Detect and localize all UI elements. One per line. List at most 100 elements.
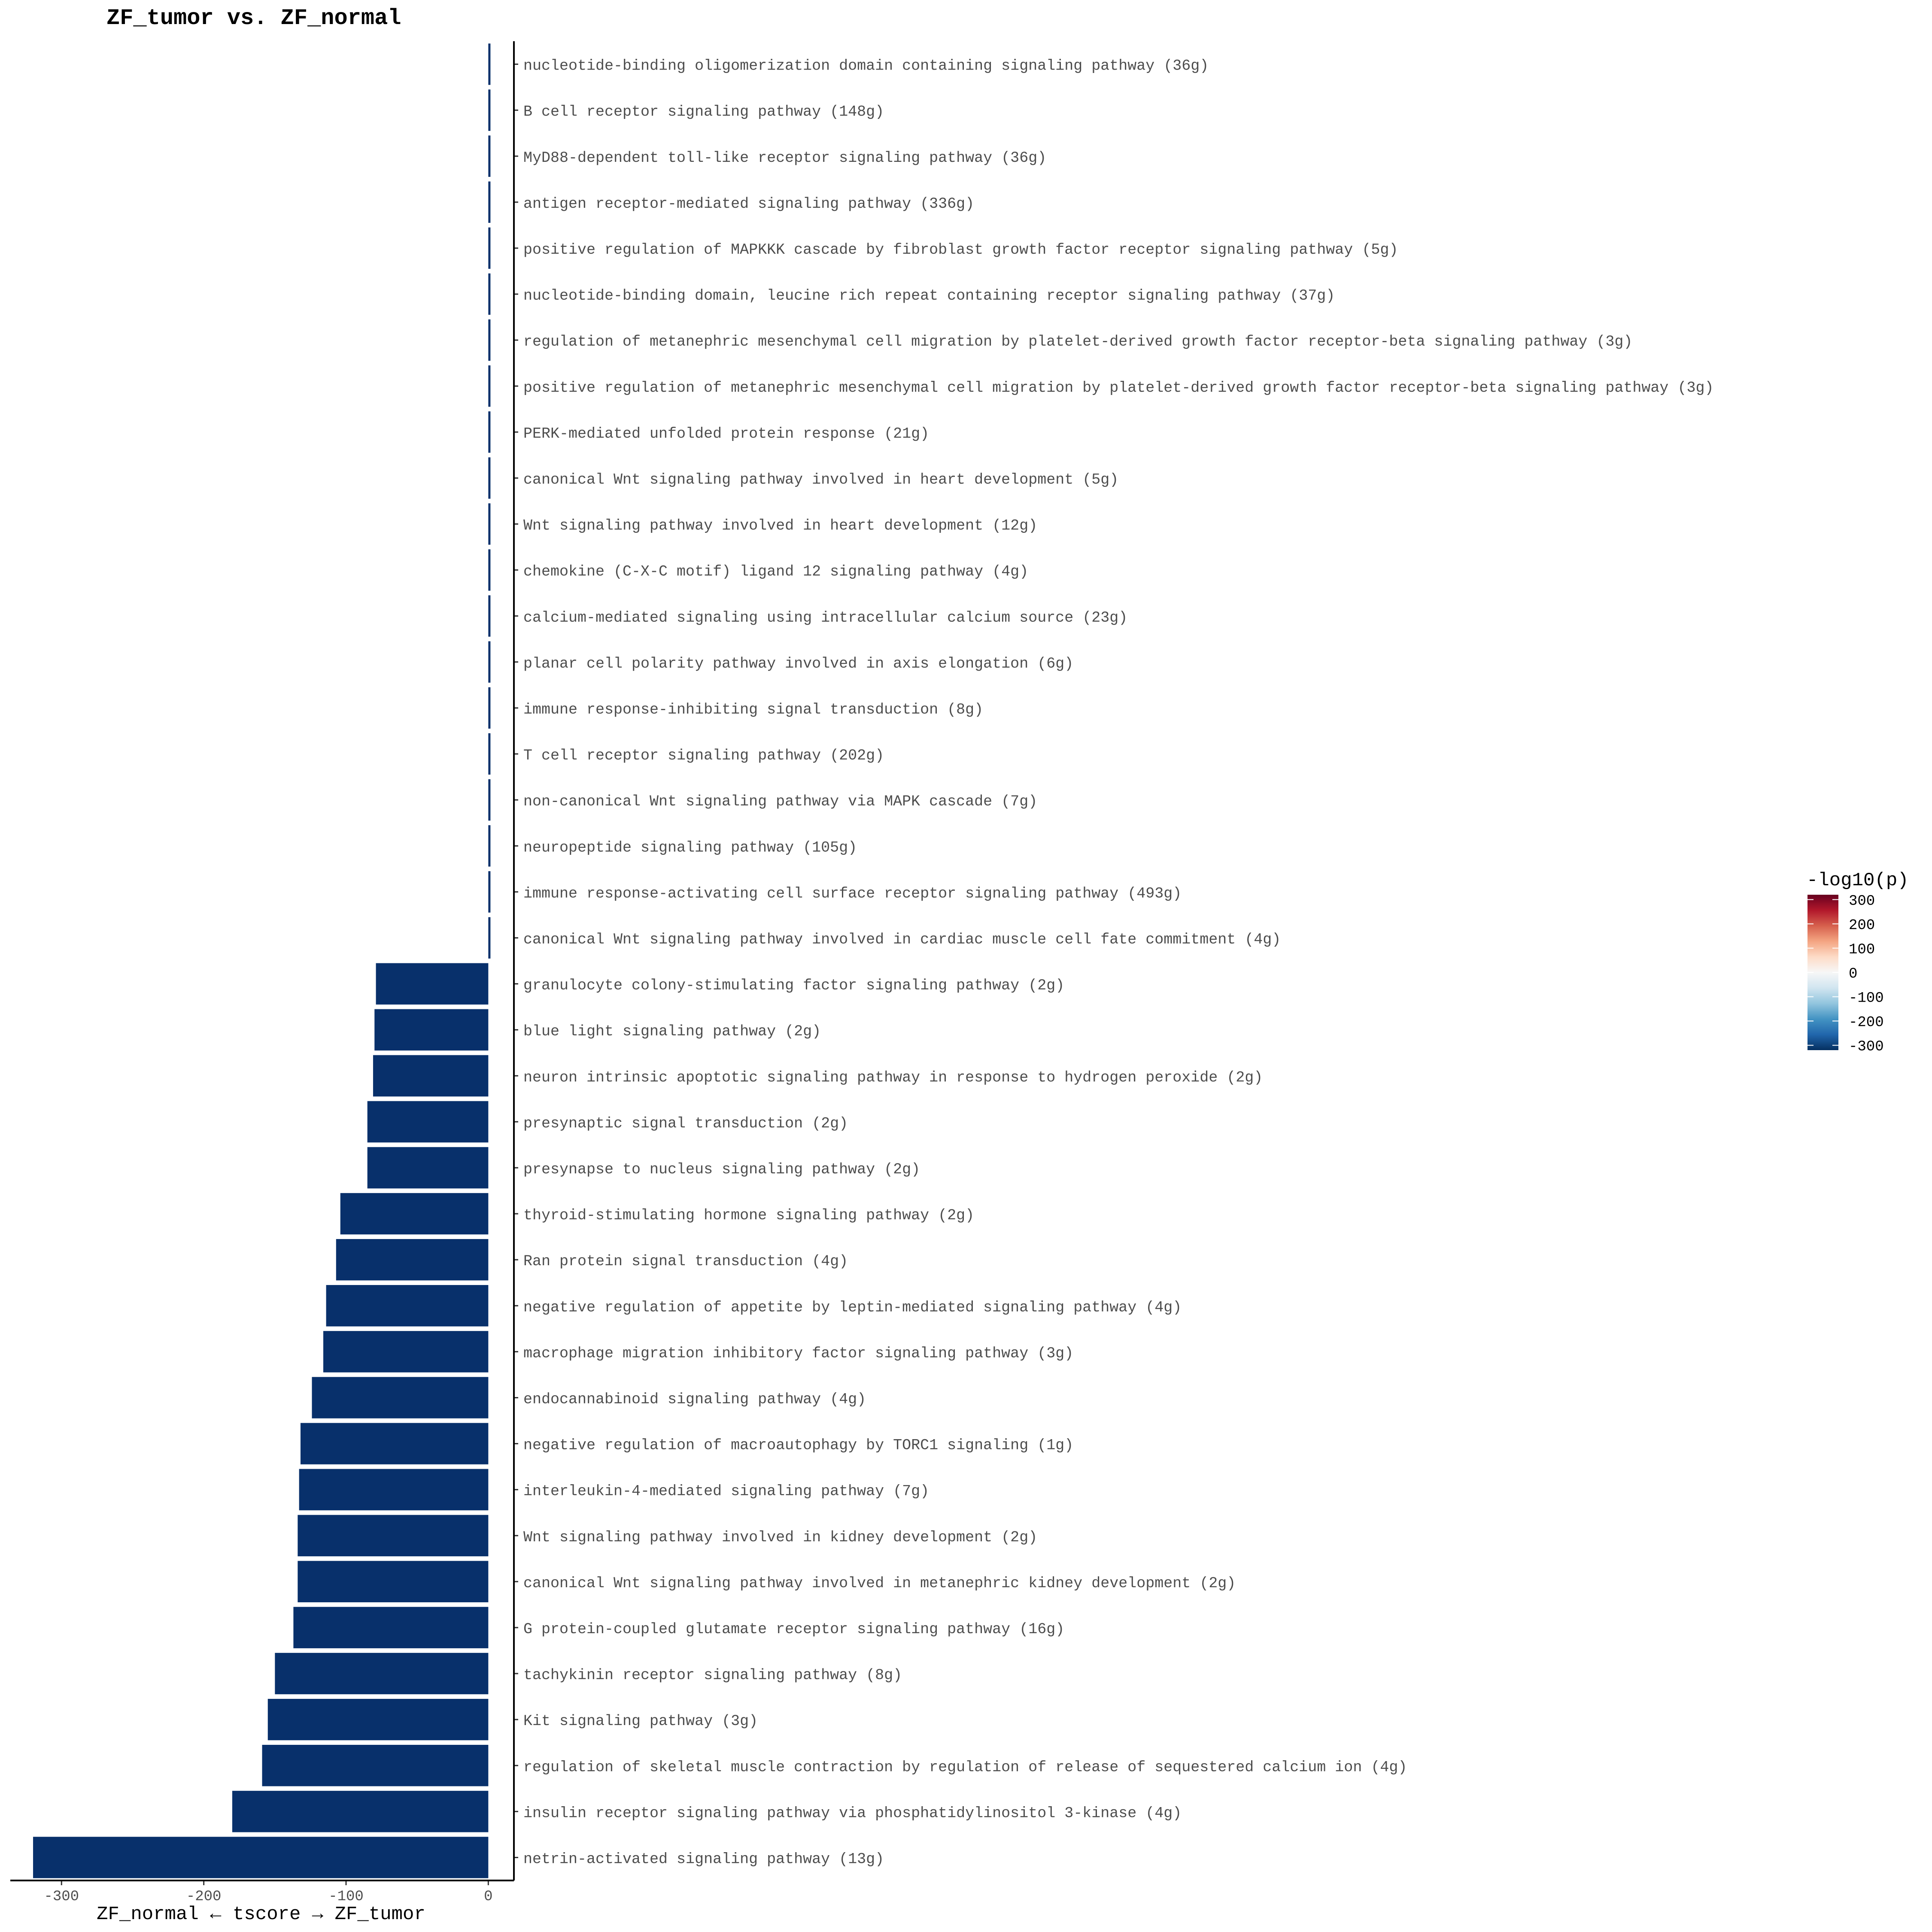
y-tick-label: planar cell polarity pathway involved in… bbox=[523, 655, 1073, 672]
bar bbox=[326, 1285, 489, 1327]
x-axis-labels: -300 -200 -100 0 bbox=[44, 1889, 492, 1905]
y-tick-label: canonical Wnt signaling pathway involved… bbox=[523, 471, 1118, 488]
x-tick-label: -200 bbox=[186, 1889, 222, 1905]
bar bbox=[232, 1791, 489, 1832]
y-tick-label: neuropeptide signaling pathway (105g) bbox=[523, 839, 857, 856]
y-tick-label: non-canonical Wnt signaling pathway via … bbox=[523, 793, 1037, 810]
bar bbox=[488, 43, 491, 85]
chart-title: ZF_tumor vs. ZF_normal bbox=[106, 6, 401, 31]
bar bbox=[488, 733, 491, 775]
y-tick-label: endocannabinoid signaling pathway (4g) bbox=[523, 1391, 866, 1408]
x-tick-label: -100 bbox=[328, 1889, 364, 1905]
bar bbox=[298, 1515, 489, 1556]
y-tick-label: MyD88-dependent toll-like receptor signa… bbox=[523, 149, 1046, 167]
bar bbox=[298, 1561, 489, 1603]
y-tick-label: chemokine (C-X-C motif) ligand 12 signal… bbox=[523, 563, 1028, 580]
bar bbox=[275, 1653, 489, 1695]
bar bbox=[488, 871, 491, 913]
legend-title: -log10(p) bbox=[1807, 870, 1909, 891]
bar bbox=[323, 1331, 489, 1373]
y-tick-label: Kit signaling pathway (3g) bbox=[523, 1713, 758, 1730]
y-tick-label: Wnt signaling pathway involved in kidney… bbox=[523, 1529, 1037, 1546]
y-tick-label: netrin-activated signaling pathway (13g) bbox=[523, 1850, 884, 1868]
bar bbox=[373, 1055, 489, 1097]
legend: -log10(p) 300 200 100 0 -100 -200 -300 bbox=[1807, 870, 1909, 1055]
y-tick-label: blue light signaling pathway (2g) bbox=[523, 1023, 821, 1040]
bar bbox=[340, 1193, 489, 1235]
y-tick-label: granulocyte colony-stimulating factor si… bbox=[523, 977, 1064, 994]
y-tick-label: negative regulation of appetite by lepti… bbox=[523, 1299, 1182, 1316]
y-tick-label: insulin receptor signaling pathway via p… bbox=[523, 1804, 1182, 1822]
y-tick-label: antigen receptor-mediated signaling path… bbox=[523, 195, 974, 213]
bar bbox=[367, 1101, 489, 1143]
y-tick-label: immune response-inhibiting signal transd… bbox=[523, 701, 983, 718]
bar bbox=[312, 1377, 489, 1419]
x-tick-label: -300 bbox=[44, 1889, 79, 1905]
bar bbox=[336, 1239, 489, 1281]
y-tick-label: macrophage migration inhibitory factor s… bbox=[523, 1345, 1073, 1362]
y-tick-label: positive regulation of MAPKKK cascade by… bbox=[523, 241, 1398, 258]
bar bbox=[488, 411, 491, 453]
bar bbox=[376, 963, 489, 1005]
y-tick-label: thyroid-stimulating hormone signaling pa… bbox=[523, 1207, 974, 1224]
y-tick-label: Ran protein signal transduction (4g) bbox=[523, 1253, 848, 1270]
bar bbox=[488, 457, 491, 499]
bar bbox=[488, 503, 491, 545]
bar bbox=[488, 273, 491, 315]
bar bbox=[488, 917, 491, 959]
x-axis-title: ZF_normal ← tscore → ZF_tumor bbox=[97, 1904, 425, 1925]
legend-tick-label: 200 bbox=[1849, 917, 1875, 934]
bar bbox=[262, 1745, 489, 1786]
bars bbox=[33, 43, 491, 1878]
y-tick-label: tachykinin receptor signaling pathway (8… bbox=[523, 1667, 902, 1684]
y-tick-label: B cell receptor signaling pathway (148g) bbox=[523, 103, 884, 121]
y-tick-label: positive regulation of metanephric mesen… bbox=[523, 379, 1713, 396]
bar bbox=[488, 549, 491, 591]
bar bbox=[488, 181, 491, 223]
bar bbox=[299, 1469, 489, 1510]
y-axis-labels: nucleotide-binding oligomerization domai… bbox=[523, 58, 1713, 1868]
y-tick-label: neuron intrinsic apoptotic signaling pat… bbox=[523, 1069, 1263, 1086]
bar bbox=[488, 365, 491, 407]
y-tick-label: interleukin-4-mediated signaling pathway… bbox=[523, 1483, 929, 1500]
bar bbox=[488, 227, 491, 269]
bar bbox=[367, 1147, 489, 1189]
bar bbox=[488, 595, 491, 637]
y-tick-label: calcium-mediated signaling using intrace… bbox=[523, 609, 1127, 626]
legend-tick-label: 100 bbox=[1849, 942, 1875, 958]
y-tick-label: regulation of skeletal muscle contractio… bbox=[523, 1759, 1407, 1776]
y-tick-label: Wnt signaling pathway involved in heart … bbox=[523, 517, 1037, 535]
bar bbox=[488, 779, 491, 821]
y-tick-label: presynaptic signal transduction (2g) bbox=[523, 1115, 848, 1132]
legend-tick-label: -300 bbox=[1849, 1039, 1884, 1055]
bar bbox=[267, 1698, 489, 1741]
y-tick-label: presynapse to nucleus signaling pathway … bbox=[523, 1161, 920, 1178]
y-tick-label: nucleotide-binding domain, leucine rich … bbox=[523, 287, 1335, 304]
bar bbox=[293, 1607, 489, 1649]
bar bbox=[33, 1837, 489, 1878]
bar bbox=[374, 1009, 489, 1051]
y-tick-label: canonical Wnt signaling pathway involved… bbox=[523, 1575, 1236, 1592]
y-tick-label: G protein-coupled glutamate receptor sig… bbox=[523, 1621, 1064, 1638]
bar bbox=[488, 135, 491, 177]
bar bbox=[488, 825, 491, 867]
y-tick-label: canonical Wnt signaling pathway involved… bbox=[523, 931, 1281, 948]
y-tick-label: T cell receptor signaling pathway (202g) bbox=[523, 747, 884, 764]
legend-tick-label: -100 bbox=[1849, 990, 1884, 1007]
bar bbox=[488, 89, 491, 131]
legend-tick-label: 0 bbox=[1849, 966, 1857, 982]
legend-tick-label: 300 bbox=[1849, 893, 1875, 909]
y-tick-label: PERK-mediated unfolded protein response … bbox=[523, 425, 929, 442]
bar bbox=[488, 687, 491, 729]
y-tick-label: immune response-activating cell surface … bbox=[523, 885, 1182, 902]
bar bbox=[488, 319, 491, 361]
legend-ticks: 300 200 100 0 -100 -200 -300 bbox=[1807, 893, 1884, 1055]
y-tick-label: nucleotide-binding oligomerization domai… bbox=[523, 58, 1209, 75]
legend-tick-label: -200 bbox=[1849, 1015, 1884, 1031]
bar bbox=[300, 1423, 489, 1464]
bar bbox=[488, 641, 491, 683]
y-tick-label: regulation of metanephric mesenchymal ce… bbox=[523, 333, 1632, 350]
x-tick-label: 0 bbox=[484, 1889, 492, 1905]
y-tick-label: negative regulation of macroautophagy by… bbox=[523, 1437, 1073, 1454]
